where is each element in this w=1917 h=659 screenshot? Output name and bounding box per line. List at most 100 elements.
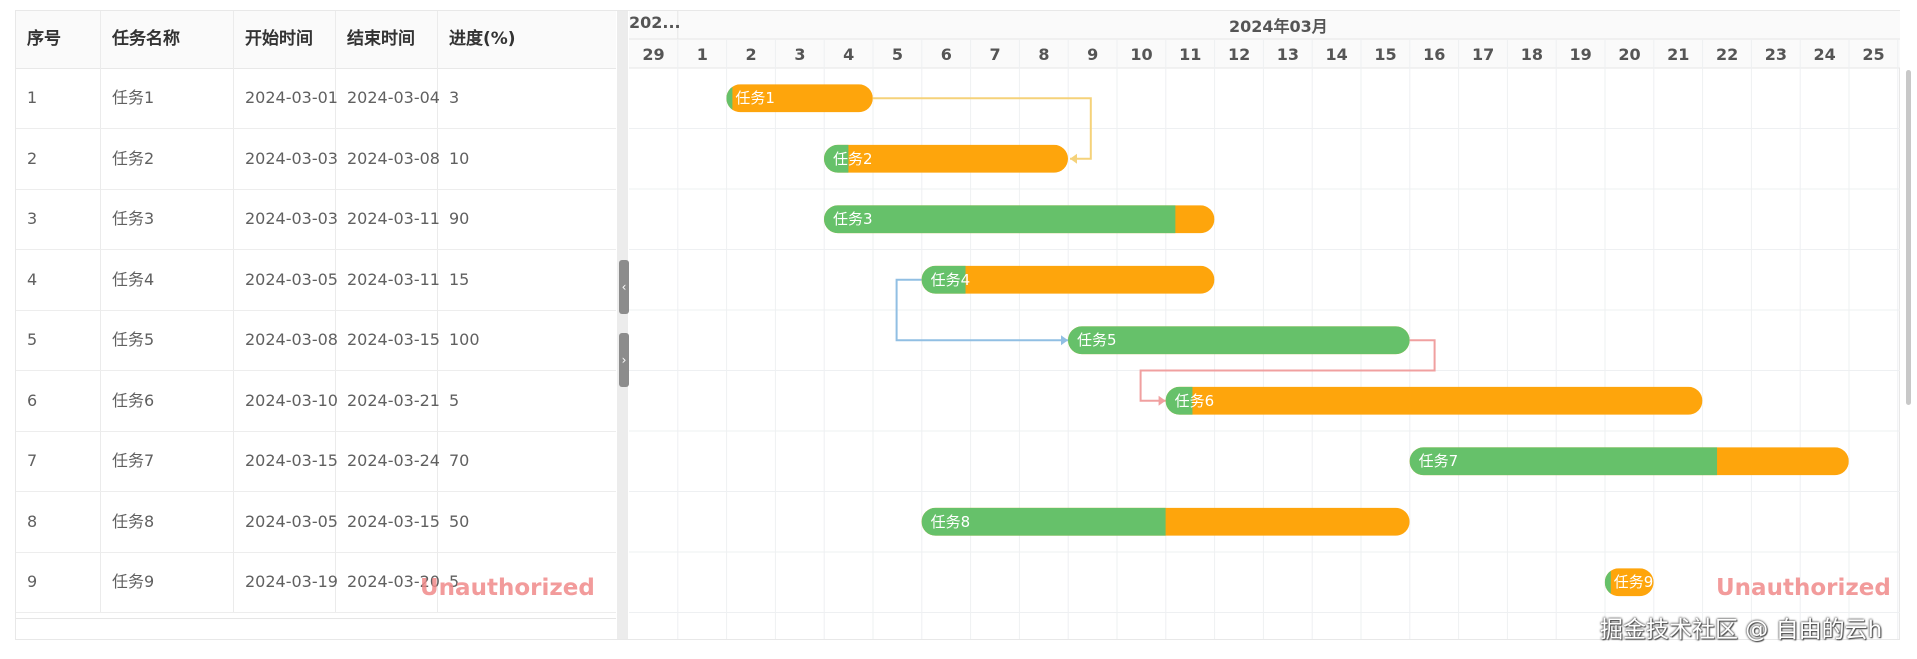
grid-horizontal-scrollbar[interactable] xyxy=(16,618,616,627)
task-bar[interactable] xyxy=(921,507,1410,536)
task-bar-progress xyxy=(921,265,966,294)
splitter[interactable] xyxy=(617,11,628,639)
cell-progress: 15 xyxy=(449,269,470,289)
table-row[interactable]: 4 任务4 2024-03-05 2024-03-11 15 xyxy=(16,249,616,311)
dependency-link xyxy=(1139,339,1436,402)
cell-name: 任务4 xyxy=(101,249,234,310)
task-bar-label: 任务3 xyxy=(833,210,873,229)
cell-name: 任务2 xyxy=(101,128,234,189)
cell-progress: 5 xyxy=(449,572,460,591)
task-bar-remaining xyxy=(921,265,1215,294)
cell-end: 2024-03-15 xyxy=(336,491,440,552)
watermark-right: Unauthorized xyxy=(1716,575,1891,601)
day-header: 8 xyxy=(1038,45,1050,64)
day-header: 12 xyxy=(1227,45,1251,64)
task-bar-label: 任务7 xyxy=(1418,452,1459,471)
cell-name: 任务9 xyxy=(101,552,234,612)
link-arrow-icon xyxy=(1061,335,1068,346)
cell-index: 8 xyxy=(16,491,101,552)
link-arrow-icon xyxy=(1070,153,1077,164)
col-header-start[interactable]: 开始时间 xyxy=(234,11,336,68)
col-header-index[interactable]: 序号 xyxy=(16,11,101,68)
day-header: 25 xyxy=(1862,45,1885,64)
task-bar-progress xyxy=(1604,568,1611,597)
cell-start: 2024-03-15 xyxy=(234,431,338,491)
task-bar[interactable] xyxy=(824,144,1068,173)
task-bar[interactable] xyxy=(726,84,873,113)
cell-end: 2024-03-04 xyxy=(336,68,440,128)
gantt-vertical-scrollbar[interactable] xyxy=(1906,70,1911,405)
col-header-progress[interactable]: 进度(%) xyxy=(449,29,516,49)
task-bar-remaining xyxy=(726,84,873,113)
day-header: 16 xyxy=(1423,45,1446,64)
day-header: 20 xyxy=(1618,45,1641,64)
day-header: 3 xyxy=(794,45,806,64)
task-bar[interactable] xyxy=(921,265,1215,294)
day-header: 18 xyxy=(1520,45,1544,64)
cell-start: 2024-03-03 xyxy=(234,128,338,189)
day-header: 29 xyxy=(642,45,665,64)
day-header: 19 xyxy=(1569,45,1592,64)
task-bar[interactable] xyxy=(1068,326,1410,355)
task-bar-progress xyxy=(1165,386,1193,415)
day-header: 14 xyxy=(1325,45,1348,64)
cell-end: 2024-03-11 xyxy=(336,249,440,310)
month-label: 2024年03月 xyxy=(1229,17,1328,36)
day-header: 23 xyxy=(1764,45,1788,64)
day-header: 24 xyxy=(1813,45,1836,64)
cell-name: 任务5 xyxy=(101,310,234,370)
task-bar-progress xyxy=(824,144,849,173)
cell-start: 2024-03-01 xyxy=(234,68,338,128)
cell-progress: 10 xyxy=(449,148,470,168)
task-bar-label: 任务5 xyxy=(1077,331,1117,350)
cell-end: 2024-03-21 xyxy=(336,370,440,431)
table-row[interactable]: 2 任务2 2024-03-03 2024-03-08 10 xyxy=(16,128,616,190)
site-credit: 掘金技术社区 @ 自由的云h xyxy=(1600,617,1883,643)
cell-end: 2024-03-11 xyxy=(336,189,440,249)
table-row[interactable]: 8 任务8 2024-03-05 2024-03-15 50 xyxy=(16,491,616,553)
cell-start: 2024-03-05 xyxy=(234,249,338,310)
table-row[interactable]: 3 任务3 2024-03-03 2024-03-11 90 xyxy=(16,189,616,250)
task-bar[interactable] xyxy=(824,205,1215,234)
gantt-canvas xyxy=(629,11,1900,639)
task-bar[interactable] xyxy=(1604,568,1654,597)
expand-right-icon[interactable]: › xyxy=(619,333,629,387)
task-bar[interactable] xyxy=(1165,386,1703,415)
cell-name: 任务3 xyxy=(101,189,234,249)
dependency-link xyxy=(872,97,1092,160)
task-bar-remaining xyxy=(1604,568,1654,597)
gantt-chart: 202... 2024年03月 29 1 2 3 4 5 6 7 8 9 10 11 12 13 14 15 1… xyxy=(629,11,1900,639)
cell-progress: 3 xyxy=(449,88,460,107)
gantt-frame xyxy=(15,10,1900,640)
task-bar-remaining xyxy=(1165,386,1703,415)
table-row[interactable]: 9 任务9 2024-03-19 2024-03-20 5 xyxy=(16,552,616,613)
cell-end: 2024-03-08 xyxy=(336,128,440,189)
day-header: 11 xyxy=(1179,45,1202,64)
table-row[interactable]: 6 任务6 2024-03-10 2024-03-21 5 xyxy=(16,370,616,432)
cell-end: 2024-03-20 xyxy=(336,552,440,612)
day-header: 5 xyxy=(891,45,904,64)
cell-progress: 70 xyxy=(449,451,470,470)
col-header-name[interactable]: 任务名称 xyxy=(101,11,234,68)
cell-name: 任务6 xyxy=(101,370,234,431)
day-header: 21 xyxy=(1667,45,1690,64)
day-header: 6 xyxy=(940,45,952,64)
task-bar[interactable] xyxy=(1409,447,1849,476)
task-grid: 序号 任务名称 开始时间 结束时间 进度(%) 1 任务1 2024-03-01 20… xyxy=(16,11,616,639)
cell-index: 4 xyxy=(16,249,101,310)
cell-name: 任务7 xyxy=(101,431,234,491)
col-header-end[interactable]: 结束时间 xyxy=(336,11,438,68)
cell-end: 2024-03-15 xyxy=(336,310,440,370)
task-bar-progress xyxy=(921,507,1166,536)
cell-index: 6 xyxy=(16,370,101,431)
collapse-left-icon[interactable]: ‹ xyxy=(619,260,629,314)
task-bar-progress xyxy=(1068,326,1410,355)
cell-index: 7 xyxy=(16,431,101,491)
cell-name: 任务8 xyxy=(101,491,234,552)
table-row[interactable]: 7 任务7 2024-03-15 2024-03-24 70 xyxy=(16,431,616,492)
table-row[interactable]: 1 任务1 2024-03-01 2024-03-04 3 xyxy=(16,68,616,129)
table-row[interactable]: 5 任务5 2024-03-08 2024-03-15 100 xyxy=(16,310,616,371)
dependency-link xyxy=(895,278,1068,342)
task-bar-label: 任务6 xyxy=(1174,391,1215,410)
cell-index: 2 xyxy=(16,128,101,189)
